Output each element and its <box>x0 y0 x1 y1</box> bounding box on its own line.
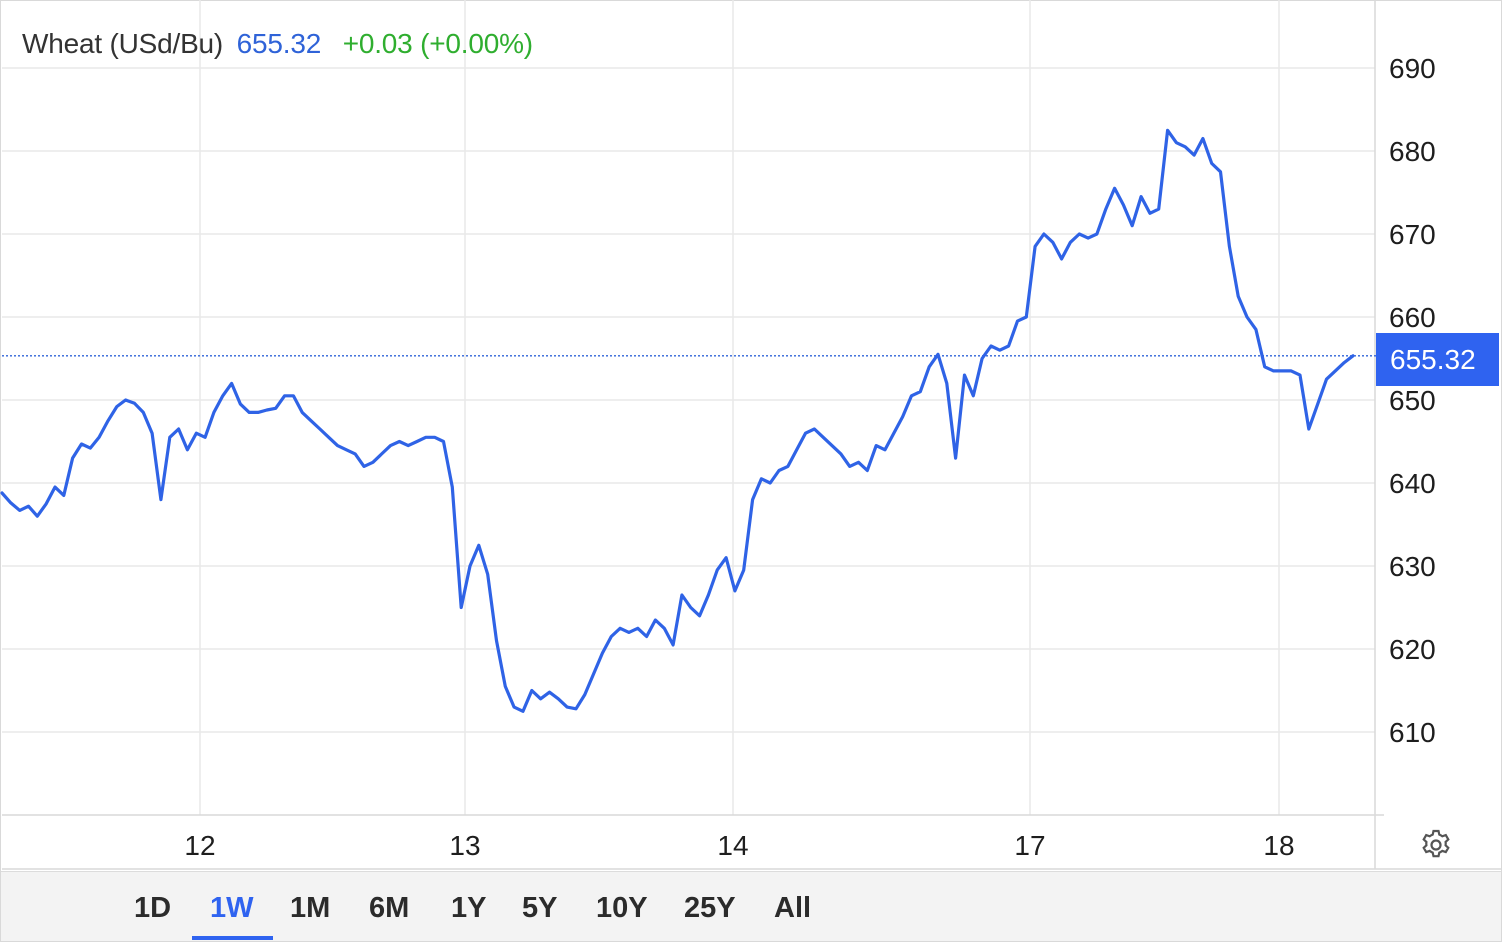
header-price: 655.32 <box>236 28 322 59</box>
range-button-1m[interactable]: 1M <box>290 892 331 924</box>
range-button-5y[interactable]: 5Y <box>522 892 558 924</box>
y-tick-label: 620 <box>1389 634 1436 665</box>
range-button-all[interactable]: All <box>774 892 812 924</box>
y-tick-label: 660 <box>1389 302 1436 333</box>
range-button-25y[interactable]: 25Y <box>684 892 736 924</box>
range-button-10y[interactable]: 10Y <box>596 892 648 924</box>
x-tick-label: 13 <box>449 830 480 861</box>
x-axis-labels: 12 13 14 17 18 <box>184 830 1294 861</box>
chart-header: Wheat (USd/Bu) 655.32 +0.03 (+0.00%) <box>22 28 533 60</box>
y-tick-label: 650 <box>1389 385 1436 416</box>
range-button-1w[interactable]: 1W <box>210 892 254 924</box>
y-tick-label: 640 <box>1389 468 1436 499</box>
range-button-1d[interactable]: 1D <box>134 892 172 924</box>
x-tick-label: 12 <box>184 830 215 861</box>
x-tick-label: 18 <box>1263 830 1294 861</box>
y-tick-label: 680 <box>1389 136 1436 167</box>
y-tick-label: 690 <box>1389 53 1436 84</box>
y-axis-labels: 610 620 630 640 650 660 670 680 690 <box>1389 53 1436 748</box>
grid-lines <box>2 0 1375 815</box>
last-price-tag: 655.32 <box>1376 333 1499 386</box>
active-range-indicator <box>192 936 273 940</box>
header-change: +0.03 (+0.00%) <box>342 28 533 59</box>
range-button-6m[interactable]: 6M <box>369 892 410 924</box>
x-tick-label: 14 <box>717 830 748 861</box>
series-line-wheat[interactable] <box>0 128 1355 713</box>
y-tick-label: 610 <box>1389 717 1436 748</box>
y-tick-label: 630 <box>1389 551 1436 582</box>
chart-plot: 610 620 630 640 650 660 670 680 690 12 13 14 17 18 <box>0 0 1502 870</box>
instrument-name: Wheat (USd/Bu) <box>22 28 224 59</box>
range-selector-bar: 1D 1W 1M 6M 1Y 5Y 10Y 25Y All <box>1 871 1501 941</box>
range-button-1y[interactable]: 1Y <box>451 892 487 924</box>
x-tick-label: 17 <box>1014 830 1045 861</box>
gear-icon[interactable] <box>1419 828 1453 862</box>
y-tick-label: 670 <box>1389 219 1436 250</box>
